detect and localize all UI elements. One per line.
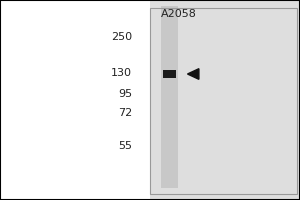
Bar <box>163 70 176 78</box>
Bar <box>150 0 300 200</box>
Text: 250: 250 <box>111 32 132 42</box>
Text: 72: 72 <box>118 108 132 118</box>
Text: 130: 130 <box>111 68 132 78</box>
Bar <box>161 6 178 188</box>
Polygon shape <box>188 69 199 79</box>
Text: 95: 95 <box>118 89 132 99</box>
Text: A2058: A2058 <box>160 9 196 19</box>
Bar <box>150 8 297 194</box>
Text: 55: 55 <box>118 141 132 151</box>
